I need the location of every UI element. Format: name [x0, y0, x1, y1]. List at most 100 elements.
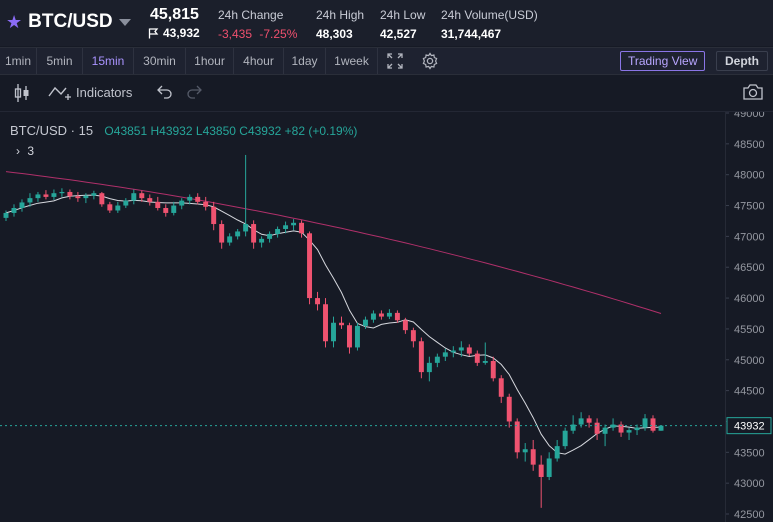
candle-body [211, 206, 217, 225]
candle-body [299, 222, 305, 234]
mark-price: 43,932 [148, 26, 200, 40]
indicator-count: 3 [27, 144, 35, 158]
candle-body [11, 208, 17, 213]
candle-body [331, 322, 336, 342]
candle-body [626, 430, 632, 433]
candle-body [99, 193, 105, 205]
redo-icon[interactable] [186, 85, 202, 99]
indicators-icon[interactable] [48, 84, 72, 102]
low-label: 24h Low [380, 8, 426, 22]
candle-body [187, 196, 193, 201]
candle-body [570, 424, 576, 431]
candle-body [131, 193, 137, 201]
candle-body [43, 194, 49, 197]
candle-body [219, 224, 225, 243]
interval-1min[interactable]: 1min [0, 48, 37, 74]
candle-body [35, 194, 41, 199]
volume-value: 31,744,467 [441, 27, 502, 41]
legend-close-label: C [239, 124, 248, 138]
y-axis-tick-label: 44500 [734, 386, 765, 398]
legend-low: 43850 [202, 124, 236, 138]
candle-type-icon[interactable] [14, 83, 30, 103]
chart-legend: BTC/USD · 15 O43851 H43932 L43850 C43932… [10, 123, 357, 138]
candle-body [394, 312, 400, 321]
candle-body [530, 449, 536, 465]
chevron-right-icon[interactable]: › [16, 144, 20, 158]
candle-body [370, 313, 376, 320]
y-axis-tick-label: 45000 [734, 355, 765, 367]
depth-button[interactable]: Depth [716, 51, 768, 71]
y-axis-tick-label: 48000 [734, 170, 765, 182]
last-price: 45,815 [150, 6, 199, 23]
y-axis-tick-label: 42500 [734, 509, 765, 521]
candle-body [251, 224, 257, 243]
candle-body [594, 422, 600, 434]
candle-body [514, 421, 520, 453]
interval-15min[interactable]: 15min [83, 48, 134, 74]
fullscreen-icon[interactable] [386, 52, 404, 70]
interval-1hour[interactable]: 1hour [186, 48, 234, 74]
camera-icon[interactable] [742, 83, 764, 101]
indicator-toggle[interactable]: › 3 [16, 144, 34, 158]
candle-body [554, 446, 560, 459]
candle-body [147, 198, 153, 202]
candle-body [618, 424, 624, 433]
candle-body [410, 330, 416, 342]
candle-body [83, 195, 89, 199]
candle-body [442, 352, 448, 357]
candle-body [346, 325, 352, 348]
legend-symbol: BTC/USD · 15 [10, 123, 94, 138]
candle-body [562, 430, 568, 447]
y-axis-tick-label: 46000 [734, 293, 765, 305]
price-chart[interactable]: 4250043000435004400044500450004550046000… [0, 112, 773, 522]
candle-body [91, 193, 97, 196]
candle-body [267, 233, 273, 239]
candle-body [59, 191, 65, 194]
legend-open-label: O [104, 124, 114, 138]
y-axis-tick-label: 43500 [734, 447, 765, 459]
candle-body [434, 356, 440, 363]
high-value: 48,303 [316, 27, 353, 41]
pair-dropdown-icon[interactable] [118, 18, 131, 26]
pair-name[interactable]: BTC/USD [28, 11, 113, 32]
y-axis-tick-label: 43000 [734, 478, 765, 490]
candle-body [522, 449, 528, 453]
ma-slow-line [5, 171, 662, 314]
candle-body [171, 205, 177, 213]
candle-body [27, 198, 33, 203]
candle-body [115, 205, 121, 211]
low-value: 42,527 [380, 27, 417, 41]
legend-low-label: L [195, 124, 203, 138]
volume-label: 24h Volume(USD) [441, 8, 538, 22]
candle-body [450, 350, 456, 353]
favorite-star-icon[interactable]: ★ [6, 12, 23, 32]
undo-icon[interactable] [157, 85, 173, 99]
candle-body [546, 458, 552, 477]
trading-view-button[interactable]: Trading View [620, 51, 706, 71]
interval-4hour[interactable]: 4hour [234, 48, 284, 74]
candle-body [179, 200, 185, 206]
candle-body [75, 196, 81, 199]
indicators-label[interactable]: Indicators [76, 85, 133, 100]
candle-body [67, 191, 73, 197]
interval-5min[interactable]: 5min [37, 48, 83, 74]
settings-gear-icon[interactable] [421, 52, 439, 70]
candle-body [259, 238, 265, 243]
candle-body [602, 427, 608, 434]
legend-close: 43932 [247, 124, 282, 138]
last-price-tag-label: 43932 [734, 421, 765, 433]
high-label: 24h High [316, 8, 365, 22]
interval-30min[interactable]: 30min [134, 48, 186, 74]
y-axis-tick-label: 45500 [734, 324, 765, 336]
pair-selector[interactable]: ★ BTC/USD [6, 11, 131, 33]
candle-body [275, 228, 281, 234]
interval-1day[interactable]: 1day [284, 48, 326, 74]
candle-body [362, 319, 368, 326]
candle-body [243, 224, 249, 232]
candle-body [474, 353, 480, 363]
interval-1week[interactable]: 1week [326, 48, 378, 74]
low-stat: 24h Low 42,527 [380, 8, 425, 41]
candle-body [426, 362, 432, 373]
change-stat: 24h Change -3,435 -7.25% [218, 8, 297, 41]
candle-body [163, 208, 169, 213]
